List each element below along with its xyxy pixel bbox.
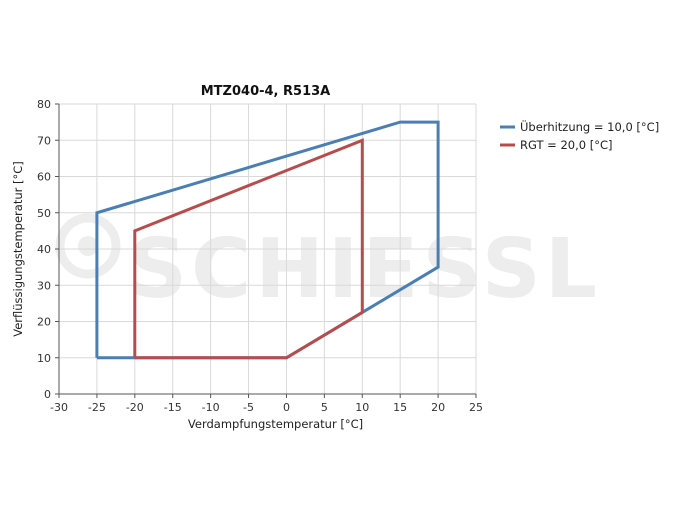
series-line-2 <box>133 138 364 360</box>
y-axis-title: Verflüssigungstemperatur [°C] <box>11 161 25 337</box>
y-tick-label: 80 <box>37 98 51 111</box>
y-tick-label: 10 <box>37 352 51 365</box>
legend-label: RGT = 20,0 [°C] <box>520 138 612 152</box>
grid <box>58 103 477 395</box>
y-tick-label: 40 <box>37 243 51 256</box>
legend-label: Überhitzung = 10,0 [°C] <box>520 118 659 134</box>
x-axis-title: Verdampfungstemperatur [°C] <box>188 417 363 431</box>
legend: Überhitzung = 10,0 [°C] RGT = 20,0 [°C] <box>500 118 659 152</box>
series-layer <box>95 120 440 360</box>
y-tick-label: 30 <box>37 279 51 292</box>
x-tick-label: -10 <box>202 401 220 414</box>
x-tick-label: -25 <box>88 401 106 414</box>
y-tick-label: 60 <box>37 171 51 184</box>
watermark-text: SCHIESSL <box>128 222 601 317</box>
axes: -30 -25 -20 -15 -10 -5 0 5 10 15 20 25 0 10 20 30 40 50 60… <box>37 98 483 414</box>
watermark: SCHIESSL <box>55 213 601 317</box>
x-tick-label: 20 <box>431 401 445 414</box>
x-tick-label: 10 <box>355 401 369 414</box>
x-tick-label: 5 <box>321 401 328 414</box>
x-tick-label: -20 <box>126 401 144 414</box>
x-tick-label: 25 <box>469 401 483 414</box>
x-tick-label: 0 <box>283 401 290 414</box>
y-tick-label: 70 <box>37 134 51 147</box>
y-tick-label: 0 <box>44 388 51 401</box>
schiessl-logo-icon <box>55 213 121 279</box>
x-tick-label: -5 <box>243 401 254 414</box>
y-tick-label: 20 <box>37 316 51 329</box>
x-tick-label: -15 <box>164 401 182 414</box>
chart-title: MTZ040-4, R513A <box>201 84 330 99</box>
x-tick-label: -30 <box>50 401 68 414</box>
y-tick-label: 50 <box>37 207 51 220</box>
x-tick-label: 15 <box>393 401 407 414</box>
